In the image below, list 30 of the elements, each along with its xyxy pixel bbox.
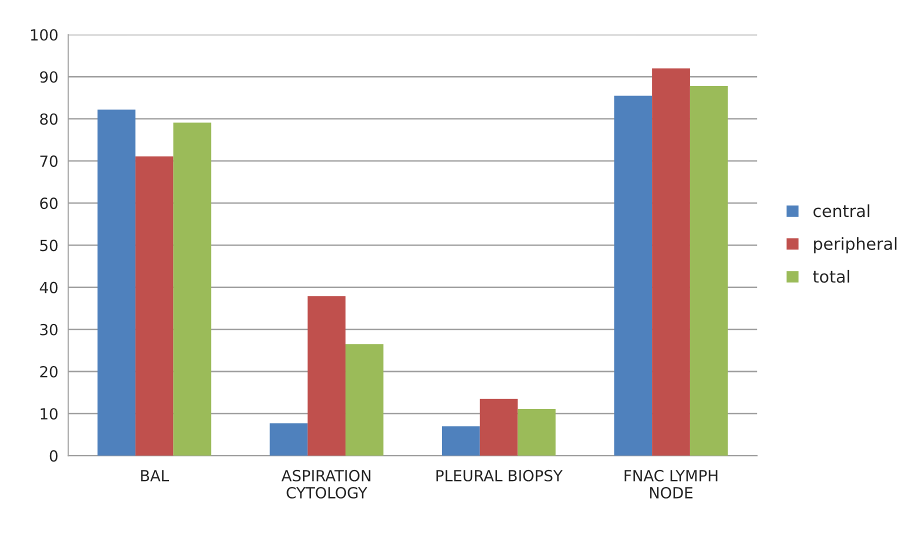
x-tick-label: ASPIRATION CYTOLOGY bbox=[281, 470, 370, 499]
legend-label: central bbox=[813, 204, 870, 218]
bar bbox=[480, 398, 518, 456]
y-tick-label: 10 bbox=[40, 408, 58, 420]
legend-label: peripheral bbox=[814, 237, 896, 254]
bar bbox=[518, 408, 556, 456]
bar bbox=[308, 296, 346, 456]
bar bbox=[98, 110, 136, 456]
bar bbox=[135, 156, 174, 456]
y-tick-label: 70 bbox=[40, 155, 58, 167]
bar bbox=[346, 344, 384, 456]
y-tick-label: 60 bbox=[40, 198, 58, 210]
x-tick-label: FNAC LYMPH NODE bbox=[624, 470, 718, 499]
x-tick-label: BAL bbox=[141, 470, 169, 482]
y-tick-label: 20 bbox=[40, 366, 58, 378]
bar bbox=[442, 426, 480, 456]
bar bbox=[614, 96, 652, 456]
y-tick-label: 30 bbox=[40, 324, 58, 336]
legend-label: total bbox=[813, 270, 850, 283]
y-tick-label: 0 bbox=[50, 450, 58, 462]
y-tick-label: 90 bbox=[40, 71, 58, 83]
x-tick-label: PLEURAL BIOPSY bbox=[436, 470, 563, 482]
bar bbox=[270, 423, 308, 456]
y-tick-label: 100 bbox=[31, 29, 58, 41]
bar bbox=[690, 86, 728, 456]
bar bbox=[652, 68, 690, 456]
y-tick-label: 40 bbox=[40, 282, 58, 294]
y-tick-label: 50 bbox=[40, 240, 58, 252]
bar bbox=[173, 122, 212, 456]
y-tick-label: 80 bbox=[40, 113, 58, 125]
